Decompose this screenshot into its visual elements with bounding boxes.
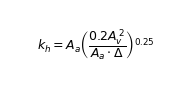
Text: $k_{h} = A_{a}\left(\dfrac{0.2A_{v}^{\,2}}{A_{a}\cdot\Delta}\right)^{0.25}$: $k_{h} = A_{a}\left(\dfrac{0.2A_{v}^{\,2…: [37, 28, 154, 63]
